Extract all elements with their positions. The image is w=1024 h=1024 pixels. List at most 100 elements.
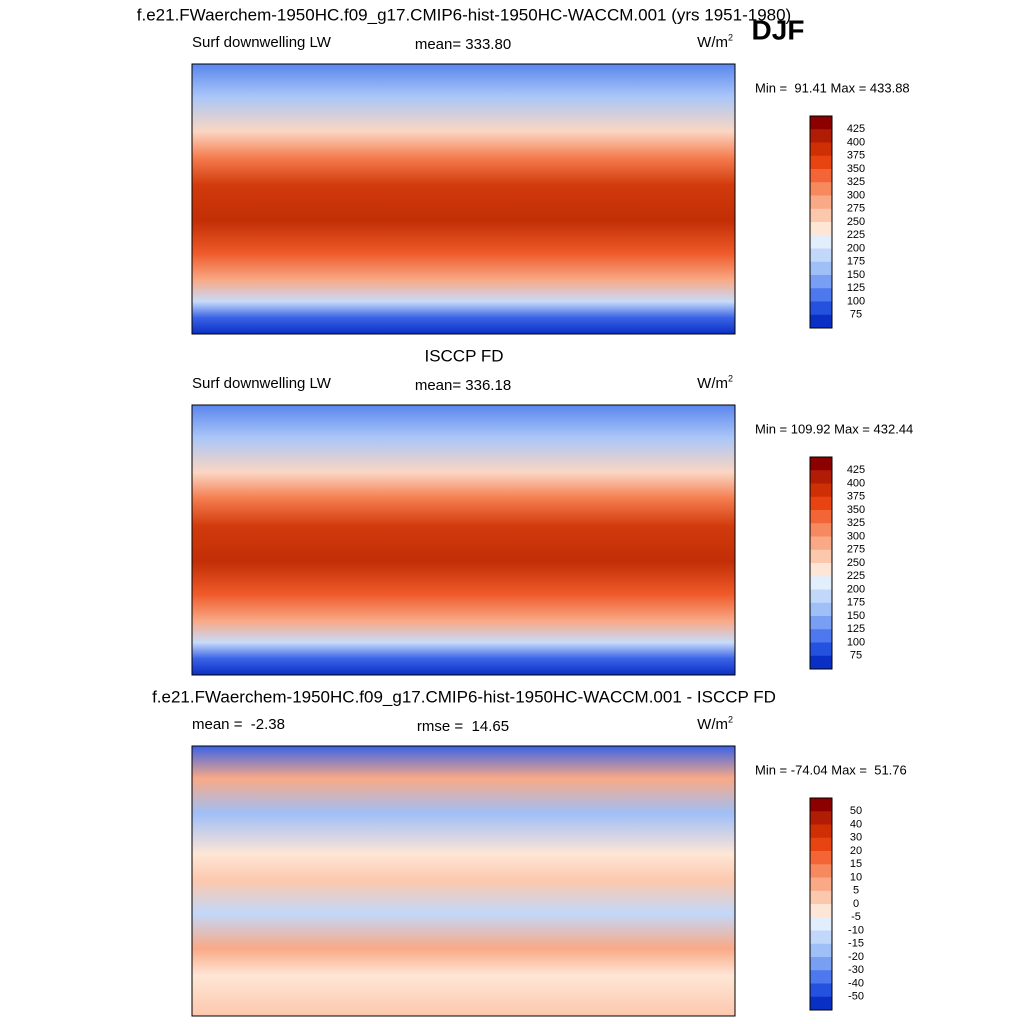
colorbar-box (810, 629, 832, 643)
colorbar-box (810, 576, 832, 590)
colorbar-box (810, 996, 832, 1011)
colorbar-box (810, 483, 832, 498)
colorbar-box (810, 642, 832, 657)
colorbar-box (810, 798, 832, 812)
colorbar-box (810, 314, 832, 329)
colorbar-box (810, 288, 832, 302)
colorbar-label: -30 (848, 964, 864, 976)
panel-center-label: mean= 336.18 (415, 377, 511, 394)
colorbar-label: -5 (851, 911, 861, 923)
colorbar-label: 20 (850, 845, 862, 857)
colorbar-box (810, 837, 832, 852)
panel-left-label: mean = -2.38 (192, 716, 285, 733)
min-max-label: Min = 109.92 Max = 432.44 (755, 421, 913, 436)
colorbar-label: 225 (847, 570, 865, 582)
colorbar-box (810, 589, 832, 604)
colorbar-box (810, 563, 832, 577)
colorbar-box (810, 142, 832, 157)
colorbar-box (810, 904, 832, 918)
colorbar-label: 250 (847, 216, 865, 228)
colorbar-box (810, 549, 832, 564)
colorbar-box (810, 169, 832, 183)
colorbar-box (810, 457, 832, 471)
colorbar-box (810, 261, 832, 276)
colorbar-frame (809, 115, 833, 329)
colorbar-box (810, 970, 832, 984)
season-label: DJF (752, 14, 805, 45)
colorbar-box (810, 655, 832, 670)
panel-title: f.e21.FWaerchem-1950HC.f09_g17.CMIP6-his… (152, 687, 776, 706)
colorbar-box (810, 983, 832, 998)
colorbar-label: 425 (847, 123, 865, 135)
colorbar-label: 125 (847, 282, 865, 294)
colorbar-box (810, 195, 832, 210)
panel-center-label: mean= 333.80 (415, 36, 511, 53)
units-label: W/m (697, 716, 728, 733)
colorbar-box (810, 851, 832, 865)
colorbar-box (810, 616, 832, 630)
colorbar-box (810, 877, 832, 892)
colorbar-label: 350 (847, 163, 865, 175)
colorbar-label: -15 (848, 938, 864, 950)
colorbar-frame (809, 797, 833, 1011)
colorbar-label: 425 (847, 464, 865, 476)
figure-title: f.e21.FWaerchem-1950HC.f09_g17.CMIP6-his… (137, 5, 791, 24)
colorbar-label: 150 (847, 610, 865, 622)
colorbar-box (810, 930, 832, 945)
map (191, 63, 736, 335)
panel-title: ISCCP FD (424, 346, 503, 365)
colorbar-label: 125 (847, 623, 865, 635)
colorbar-label: 225 (847, 229, 865, 241)
colorbar-box (810, 811, 832, 825)
colorbar-label: 350 (847, 504, 865, 516)
colorbar-box (810, 116, 832, 130)
colorbar-box (810, 275, 832, 289)
colorbar-label: 325 (847, 517, 865, 529)
colorbar-label: 300 (847, 189, 865, 201)
units-label: W/m (697, 375, 728, 392)
colorbar-box (810, 129, 832, 143)
colorbar-label: 175 (847, 256, 865, 268)
colorbar-box (810, 917, 832, 931)
colorbar-label: 325 (847, 176, 865, 188)
colorbar-label: 100 (847, 295, 865, 307)
map (191, 745, 736, 1017)
colorbar-box (810, 182, 832, 196)
colorbar-box (810, 824, 832, 839)
panel-left-label: Surf downwelling LW (192, 34, 332, 51)
colorbar-box (810, 890, 832, 905)
colorbar-box (810, 510, 832, 524)
colorbar-label: 75 (850, 650, 862, 662)
colorbar-box (810, 943, 832, 958)
colorbar-label: -20 (848, 951, 864, 963)
colorbar-label: 250 (847, 557, 865, 569)
colorbar-label: 30 (850, 832, 862, 844)
colorbar-box (810, 470, 832, 484)
colorbar-box (810, 496, 832, 511)
colorbar-box (810, 602, 832, 617)
min-max-label: Min = -74.04 Max = 51.76 (755, 762, 907, 777)
colorbar-label: 5 (853, 885, 859, 897)
colorbar-box (810, 155, 832, 170)
colorbar-label: 15 (850, 858, 862, 870)
colorbar-label: 200 (847, 242, 865, 254)
panel-center-label: rmse = 14.65 (417, 718, 509, 735)
colorbar-label: 200 (847, 583, 865, 595)
colorbar-label: 100 (847, 636, 865, 648)
map (191, 404, 736, 676)
units-power: 2 (728, 373, 733, 383)
colorbar-label: 275 (847, 544, 865, 556)
colorbar-box (810, 301, 832, 316)
colorbar-box (810, 864, 832, 878)
colorbar-box (810, 208, 832, 223)
colorbar-label: 400 (847, 477, 865, 489)
colorbar-label: 150 (847, 269, 865, 281)
colorbar-label: 0 (853, 898, 859, 910)
colorbar-label: 375 (847, 491, 865, 503)
colorbar-label: 10 (850, 871, 862, 883)
colorbar-label: 400 (847, 136, 865, 148)
colorbar-label: 50 (850, 805, 862, 817)
units-power: 2 (728, 32, 733, 42)
units-label: W/m (697, 34, 728, 51)
